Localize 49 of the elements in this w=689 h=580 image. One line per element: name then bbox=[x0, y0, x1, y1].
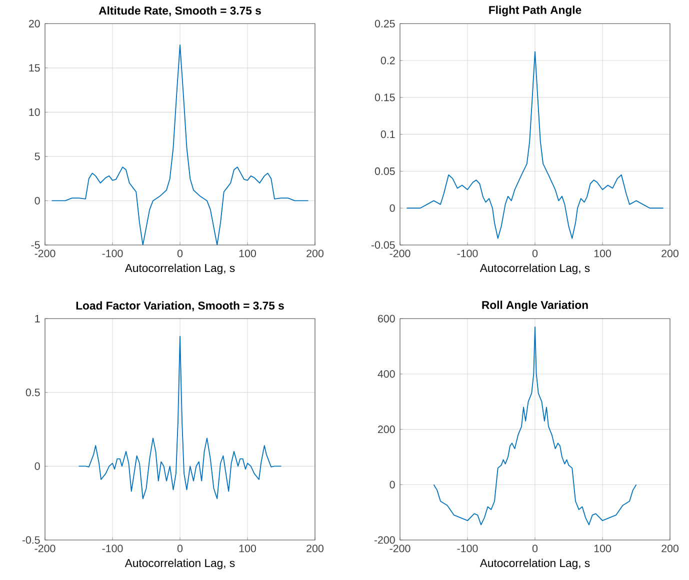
y-tick-label: 600 bbox=[378, 314, 395, 322]
y-tick-label: 20 bbox=[28, 20, 40, 28]
chart-title: Load Factor Variation, Smooth = 3.75 s bbox=[76, 301, 284, 312]
chart-title: Flight Path Angle bbox=[489, 6, 582, 16]
x-tick-label: 200 bbox=[662, 250, 678, 258]
y-tick-label: 10 bbox=[29, 108, 40, 116]
x-tick-label: 200 bbox=[662, 544, 678, 552]
x-tick-label: 100 bbox=[239, 544, 256, 552]
x-axis-title: Autocorrelation Lag, s bbox=[480, 558, 590, 570]
y-tick-label: 0 bbox=[34, 196, 40, 204]
y-tick-label: 0.05 bbox=[374, 167, 395, 175]
y-tick-label: 200 bbox=[378, 426, 395, 434]
x-axis-title: Autocorrelation Lag, s bbox=[480, 264, 590, 274]
x-tick-label: -100 bbox=[457, 544, 478, 552]
x-tick-label: 0 bbox=[177, 544, 183, 552]
y-tick-label: 0.15 bbox=[374, 94, 395, 102]
x-tick-label: 100 bbox=[594, 250, 611, 258]
x-tick-label: 100 bbox=[594, 544, 611, 552]
y-tick-label: 5 bbox=[34, 152, 40, 160]
line-series bbox=[406, 51, 664, 239]
x-tick-label: 200 bbox=[306, 250, 324, 258]
x-tick-label: -100 bbox=[102, 544, 123, 552]
x-axis-title: Autocorrelation Lag, s bbox=[124, 264, 235, 274]
line-series bbox=[78, 336, 282, 500]
y-tick-label: 0.2 bbox=[380, 56, 395, 64]
y-tick-label: 0.5 bbox=[26, 388, 40, 396]
y-tick-label: 0 bbox=[34, 462, 40, 470]
y-tick-label: 0.25 bbox=[374, 20, 395, 28]
y-tick-label: 0 bbox=[390, 480, 395, 488]
y-tick-label: 0.1 bbox=[380, 130, 395, 138]
y-tick-label: -200 bbox=[374, 536, 395, 544]
chart-title: Altitude Rate, Smooth = 3.75 s bbox=[98, 6, 261, 16]
x-axis-title: Autocorrelation Lag, s bbox=[124, 558, 235, 570]
x-tick-label: 100 bbox=[239, 250, 256, 258]
x-tick-label: 0 bbox=[177, 250, 183, 258]
x-tick-label: 0 bbox=[532, 250, 538, 258]
y-tick-label: 15 bbox=[29, 64, 40, 72]
chart-title: Roll Angle Variation bbox=[482, 300, 588, 312]
y-tick-label: 0 bbox=[390, 204, 395, 212]
y-tick-label: -5 bbox=[31, 241, 40, 249]
line-series bbox=[433, 326, 637, 526]
x-tick-label: 200 bbox=[306, 544, 324, 552]
y-tick-label: 400 bbox=[378, 370, 395, 378]
y-tick-label: 1 bbox=[35, 314, 40, 322]
x-tick-label: 0 bbox=[532, 544, 538, 552]
y-tick-label: -0.5 bbox=[22, 536, 40, 544]
x-tick-label: -100 bbox=[102, 250, 123, 258]
y-tick-label: -0.05 bbox=[371, 241, 395, 249]
x-tick-label: -100 bbox=[457, 250, 478, 258]
